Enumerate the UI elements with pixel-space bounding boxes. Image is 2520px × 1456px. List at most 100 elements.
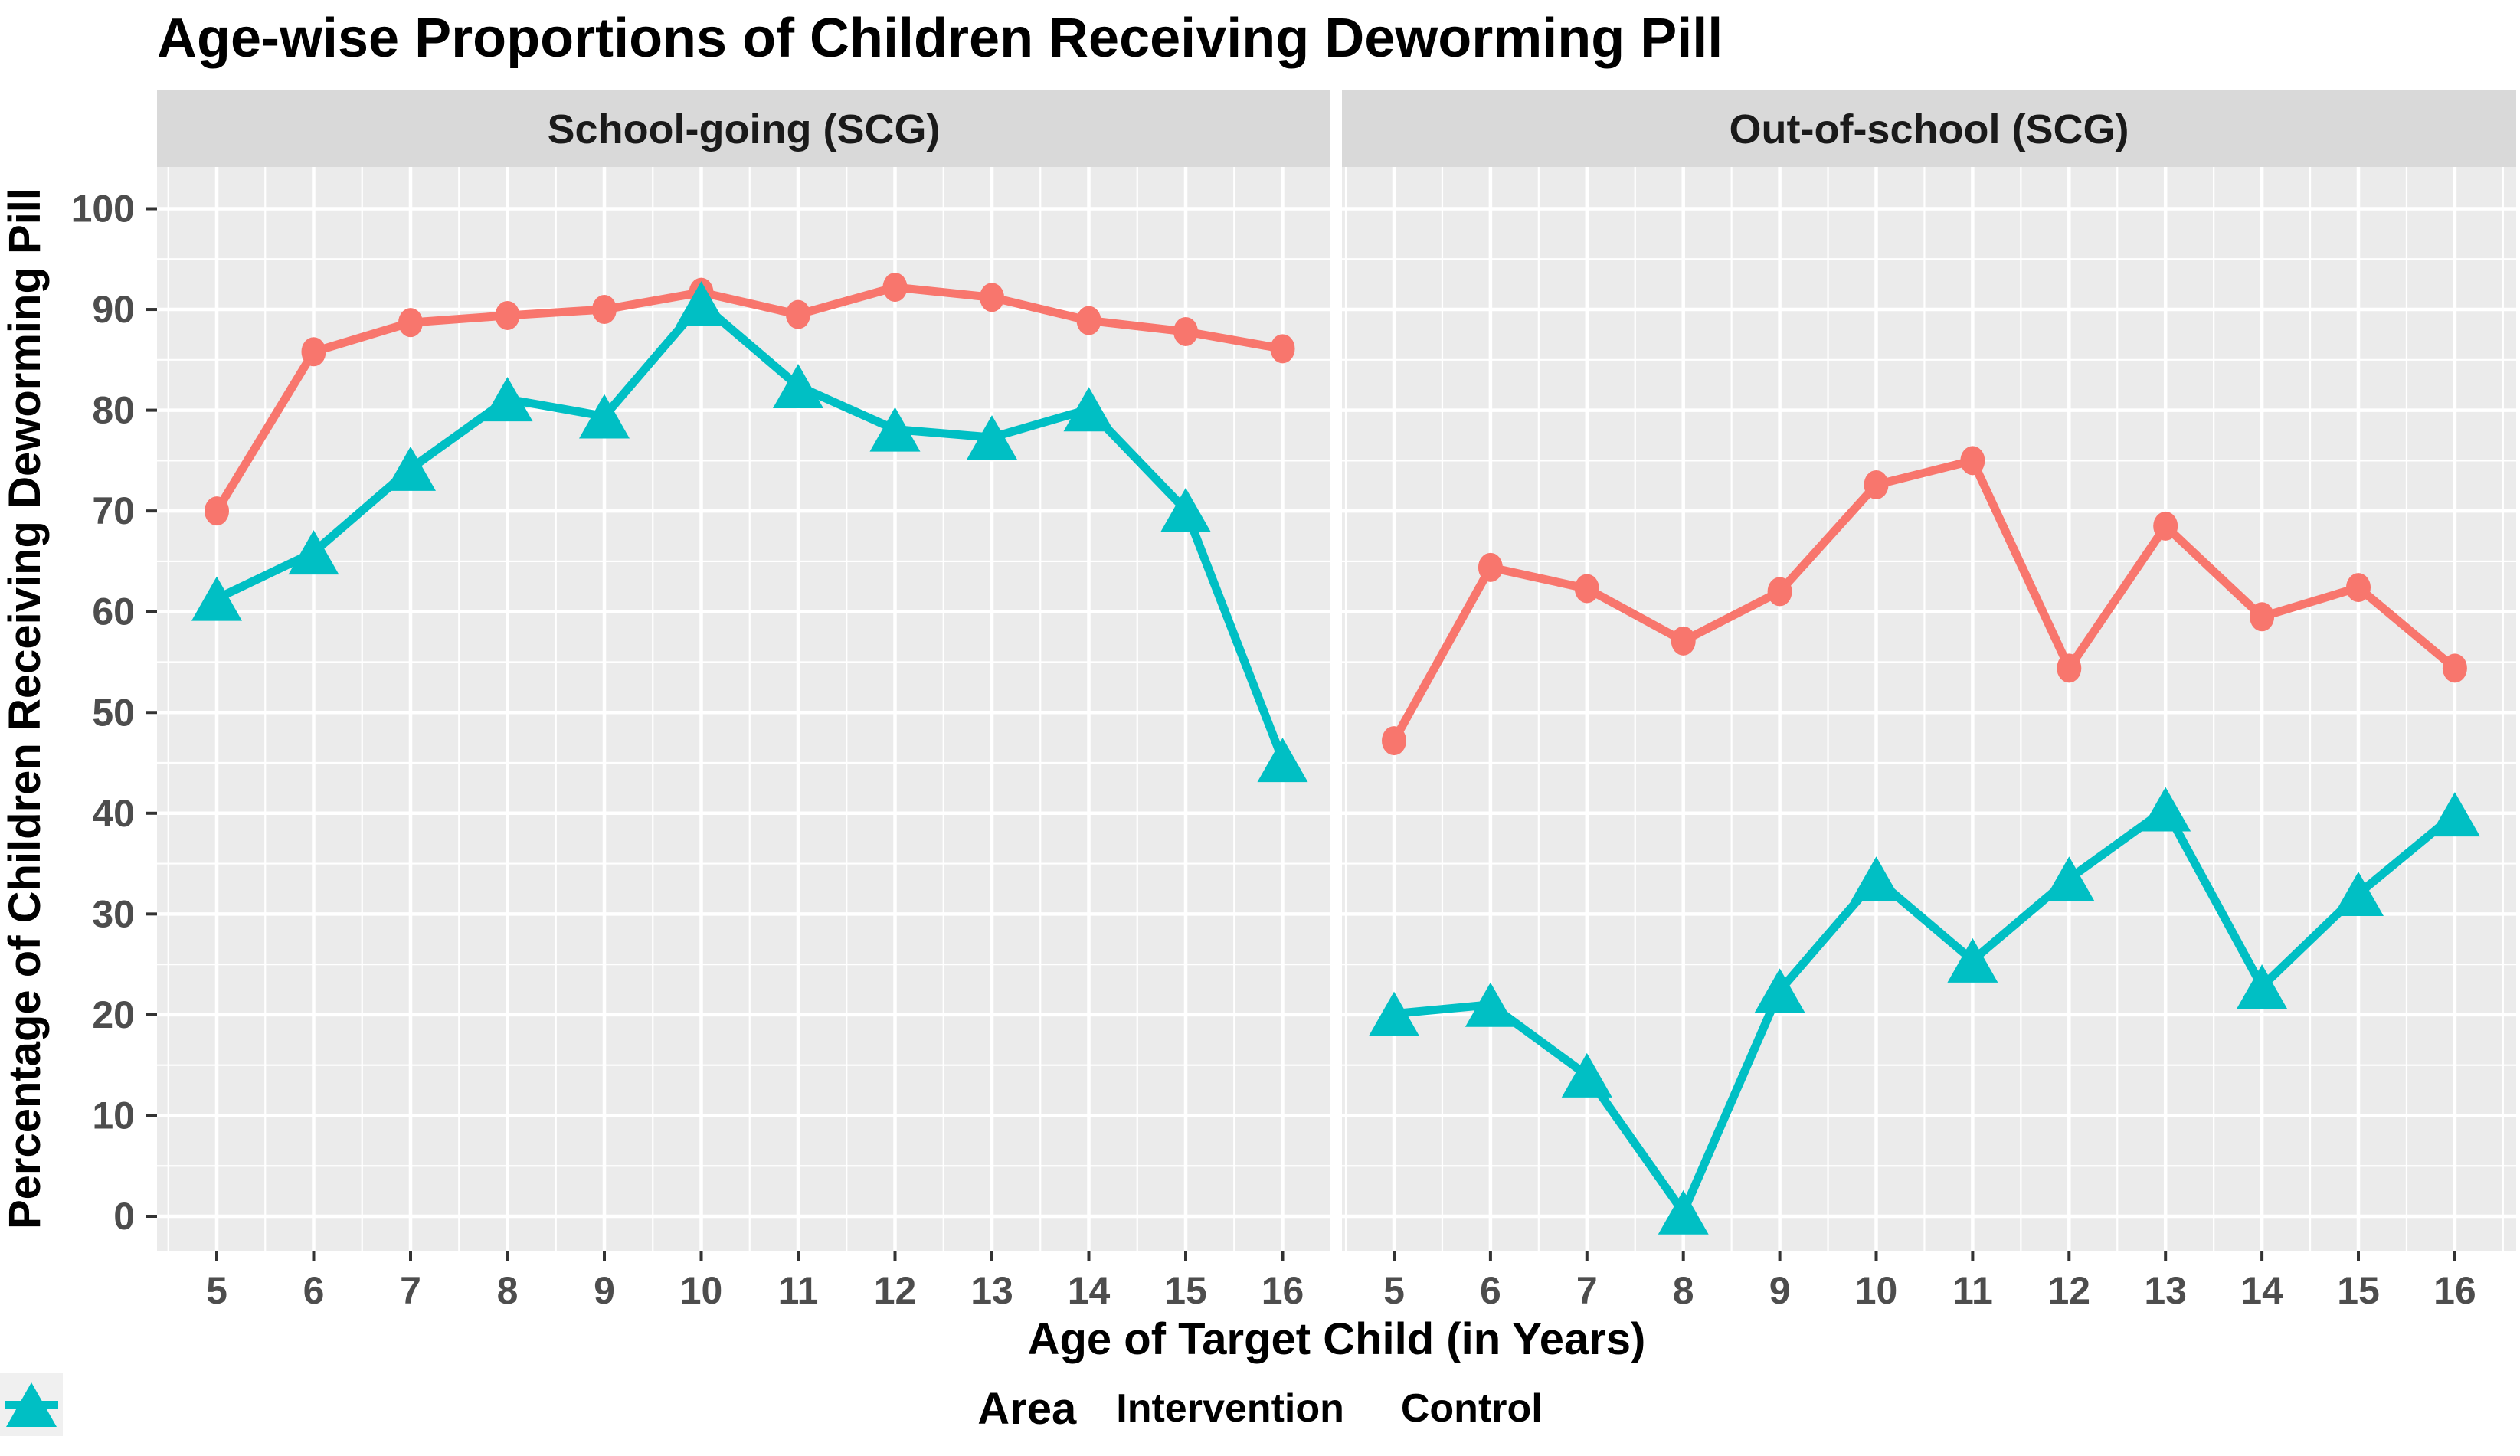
data-point-circle	[1767, 577, 1792, 607]
facet-strip	[157, 90, 1330, 167]
y-tick-label: 50	[92, 691, 135, 734]
x-tick-label: 8	[497, 1269, 519, 1312]
data-point-triangle	[676, 281, 727, 326]
data-point-triangle	[1947, 937, 1998, 983]
control-line-facet1	[1393, 805, 2458, 1217]
data-point-triangle	[2044, 856, 2095, 901]
data-point-circle	[882, 273, 908, 303]
y-axis-title: Percentage of Children Receiving Dewormi…	[0, 188, 50, 1229]
x-tick-label: 14	[1068, 1269, 1111, 1312]
legend-marker-triangle-icon	[5, 1382, 58, 1427]
gridlines-major	[157, 167, 1330, 1251]
x-tick-label: 9	[594, 1269, 615, 1312]
data-point-circle	[495, 300, 520, 330]
x-axis-ticks: 5 6 7 8 9 10 11 12 13 14 15 16	[206, 1251, 1304, 1312]
data-point-triangle	[385, 446, 436, 491]
y-tick-label: 60	[92, 591, 135, 633]
x-tick-label: 15	[1164, 1269, 1207, 1312]
intervention-line-facet1	[1390, 456, 2458, 743]
data-point-triangle	[2237, 964, 2288, 1009]
control-points-facet0	[191, 281, 1308, 783]
panel-background	[1342, 167, 2516, 1251]
x-tick-label: 16	[1262, 1269, 1304, 1312]
data-point-triangle	[773, 364, 823, 409]
x-tick-label: 14	[2240, 1269, 2283, 1312]
y-tick-label: 90	[92, 288, 135, 331]
x-tick-label: 16	[2433, 1269, 2476, 1312]
x-tick-label: 11	[778, 1269, 819, 1312]
y-tick-label: 100	[71, 188, 135, 231]
x-tick-label: 5	[1383, 1269, 1405, 1312]
x-tick-label: 5	[206, 1269, 227, 1312]
data-point-triangle	[482, 377, 533, 422]
x-tick-label: 6	[303, 1269, 325, 1312]
data-point-circle	[1960, 446, 1985, 476]
data-point-circle	[786, 299, 810, 329]
x-tick-label: 11	[1952, 1269, 1993, 1312]
data-point-circle	[592, 295, 617, 325]
x-tick-label: 12	[874, 1269, 917, 1312]
x-axis-title: Age of Target Child (in Years)	[1028, 1314, 1646, 1364]
data-point-circle	[1270, 334, 1295, 364]
data-point-triangle	[191, 576, 242, 621]
data-point-triangle	[1369, 991, 1419, 1036]
x-tick-label: 9	[1769, 1269, 1791, 1312]
x-tick-label: 7	[1576, 1269, 1598, 1312]
data-point-triangle	[967, 415, 1017, 460]
data-point-triangle	[288, 530, 339, 575]
data-point-circle	[1574, 574, 1599, 604]
x-tick-label: 12	[2047, 1269, 2090, 1312]
x-tick-label: 8	[1673, 1269, 1694, 1312]
x-tick-label: 7	[400, 1269, 421, 1312]
data-point-triangle	[1754, 968, 1805, 1013]
data-point-circle	[1478, 552, 1503, 582]
facet-strip-label: School-going (SCG)	[548, 106, 941, 152]
data-point-triangle	[2333, 872, 2384, 917]
data-point-triangle	[1561, 1052, 1612, 1098]
gridlines-minor	[157, 167, 1330, 1251]
data-point-triangle	[579, 394, 630, 439]
data-point-triangle	[1257, 738, 1308, 783]
data-point-circle	[398, 308, 423, 338]
data-point-circle	[1671, 626, 1696, 656]
chart-title: Age-wise Proportions of Children Receivi…	[157, 8, 1723, 69]
data-point-circle	[205, 496, 229, 526]
data-point-circle	[2442, 653, 2467, 683]
y-tick-label: 70	[92, 489, 135, 532]
data-point-circle	[1382, 726, 1406, 756]
data-point-triangle	[869, 407, 921, 452]
x-tick-label: 13	[970, 1269, 1013, 1312]
x-tick-label: 10	[1855, 1269, 1898, 1312]
data-point-circle	[1864, 470, 1889, 499]
legend-key-control	[0, 1373, 63, 1436]
data-point-triangle	[1658, 1189, 1709, 1235]
y-tick-label: 30	[92, 892, 135, 935]
legend-title: Area	[977, 1383, 1077, 1434]
data-point-circle	[1076, 306, 1101, 335]
y-tick-label: 80	[92, 389, 135, 432]
control-points-facet1	[1369, 787, 2480, 1235]
y-tick-label: 0	[113, 1195, 135, 1238]
x-tick-label: 15	[2337, 1269, 2380, 1312]
data-point-circle	[980, 283, 1004, 312]
data-point-triangle	[2140, 787, 2191, 832]
data-point-circle	[301, 337, 326, 367]
facet-strip	[1342, 90, 2516, 167]
gridlines-minor	[1342, 167, 2516, 1251]
facet-strip-label: Out-of-school (SCG)	[1730, 106, 2129, 152]
data-point-triangle	[1465, 982, 1516, 1027]
y-axis-ticks: 0 10 20 30 40 50 60 70 80 90 100	[71, 188, 157, 1238]
data-point-circle	[2153, 511, 2178, 541]
data-point-circle	[1173, 316, 1198, 346]
x-axis-ticks: 5 6 7 8 9 10 11 12 13 14 15 16	[1383, 1251, 2476, 1312]
gridlines-major	[1342, 167, 2516, 1251]
data-point-circle	[2057, 653, 2082, 683]
legend: Area Intervention Control	[0, 1373, 2520, 1444]
x-tick-label: 13	[2144, 1269, 2187, 1312]
x-tick-label: 10	[680, 1269, 723, 1312]
data-point-circle	[2346, 573, 2371, 603]
legend-label-control: Control	[1400, 1386, 1543, 1431]
panel-background	[157, 167, 1330, 1251]
